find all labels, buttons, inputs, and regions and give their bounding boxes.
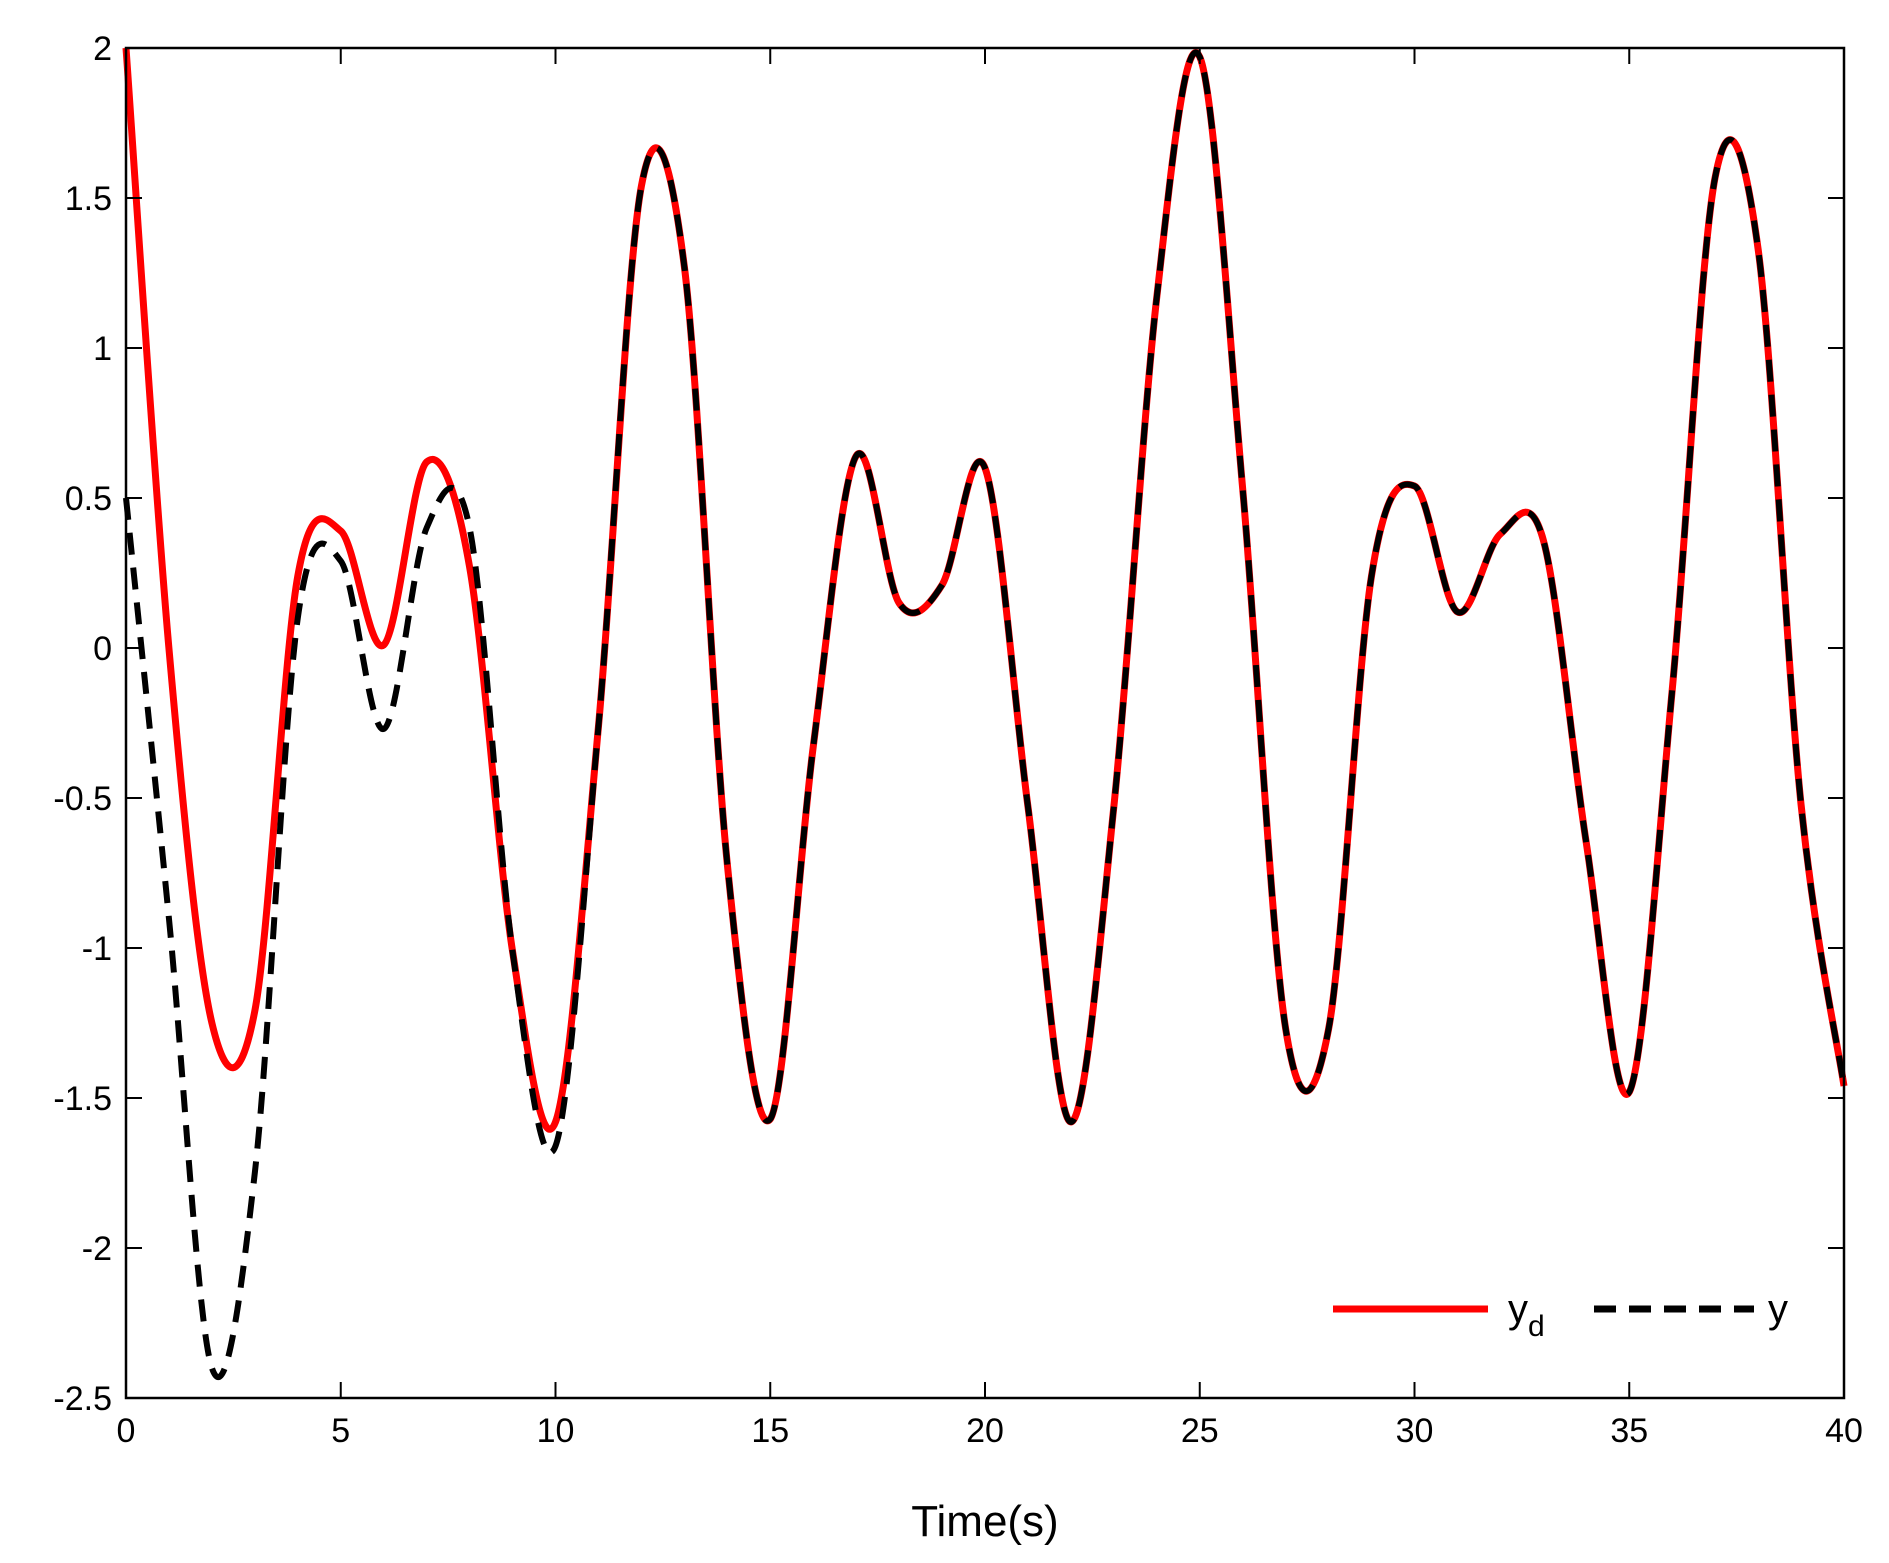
y-tick-label: 0.5 <box>65 480 112 518</box>
legend: yd y <box>1333 1287 1788 1343</box>
y-tick-label: 0 <box>93 630 112 668</box>
y-tick-label: -2 <box>82 1230 112 1268</box>
x-tick-label: 35 <box>1610 1412 1648 1450</box>
legend-label-yd: yd <box>1508 1287 1545 1343</box>
y-tick-label: -0.5 <box>53 780 112 818</box>
legend-label-yd-main: y <box>1508 1287 1528 1331</box>
plot-background <box>126 48 1844 1398</box>
y-tick-label: 1 <box>93 330 112 368</box>
x-tick-label: 25 <box>1181 1412 1219 1450</box>
y-tick-label: 1.5 <box>65 180 112 218</box>
y-tick-label: -2.5 <box>53 1380 112 1418</box>
x-tick-label: 20 <box>966 1412 1004 1450</box>
y-tick-label: -1 <box>82 930 112 968</box>
x-axis-title: Time(s) <box>911 1497 1058 1546</box>
series-layer <box>122 47 1848 1380</box>
x-axis: 0 5 10 15 20 25 30 35 40 <box>117 48 1863 1450</box>
y-axis: 2 1.5 1 0.5 0 -0.5 -1 -1.5 -2 -2.5 <box>53 30 1844 1418</box>
legend-label-y: y <box>1768 1287 1788 1331</box>
x-tick-label: 30 <box>1396 1412 1434 1450</box>
x-tick-label: 0 <box>117 1412 136 1450</box>
legend-label-yd-sub: d <box>1528 1310 1545 1343</box>
y-tick-label: -1.5 <box>53 1080 112 1118</box>
y-tick-label: 2 <box>93 30 112 68</box>
x-tick-label: 10 <box>537 1412 575 1450</box>
x-tick-label: 5 <box>331 1412 350 1450</box>
series-line-y <box>123 49 1847 1380</box>
x-tick-label: 15 <box>751 1412 789 1450</box>
x-tick-label: 40 <box>1825 1412 1863 1450</box>
